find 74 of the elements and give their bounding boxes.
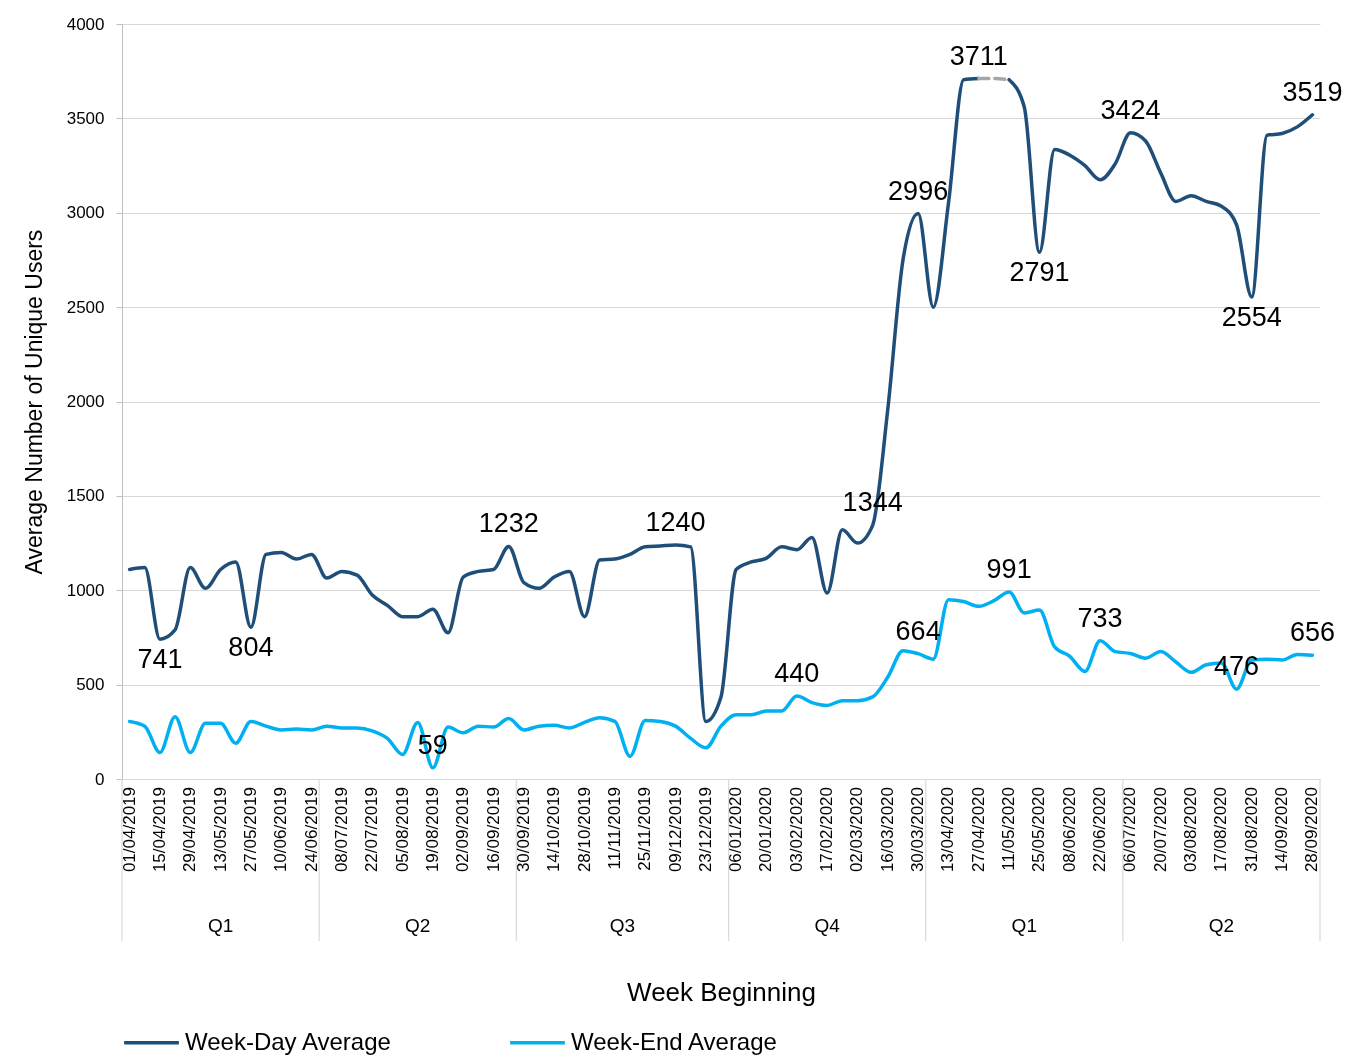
data-label: 1240 [645,506,706,537]
x-axis-title: Week Beginning [627,976,816,1007]
x-tick-label: 11/11/2019 [604,787,624,870]
y-tick-label: 3000 [66,203,105,223]
x-tick-label: 11/05/2020 [999,787,1019,871]
x-tick-label: 29/04/2019 [180,787,200,873]
data-label: 733 [1077,602,1123,633]
x-tick-label: 16/09/2019 [483,787,503,873]
x-tick-label: 28/09/2020 [1302,787,1322,873]
data-label: 991 [986,553,1032,584]
data-label: 2791 [1009,257,1070,288]
x-tick-label: 14/09/2020 [1272,787,1292,873]
data-label: 1232 [478,508,539,539]
legend-label: Week-Day Average [185,1027,391,1055]
x-tick-label: 25/11/2019 [635,787,655,871]
x-tick-label: 28/10/2019 [574,787,594,873]
y-tick-label: 1500 [66,486,105,506]
y-tick-label: 2000 [66,392,105,411]
data-label: 440 [774,657,820,688]
legend-label: Week-End Average [571,1027,777,1055]
y-tick-label: 500 [76,675,105,695]
x-tick-label: 17/02/2020 [817,787,837,873]
x-tick-label: 27/04/2020 [968,787,988,873]
x-tick-label: 25/05/2020 [1029,787,1049,873]
x-tick-label: 31/08/2020 [1241,787,1261,873]
x-tick-label: 08/06/2020 [1059,787,1079,873]
x-tick-label: 02/09/2019 [453,787,473,873]
text: Q1 [207,915,234,936]
data-label: 3424 [1100,94,1161,125]
y-tick-label: 0 [95,769,105,789]
x-tick-label: 22/06/2020 [1090,787,1110,873]
x-tick-label: 24/06/2019 [301,787,321,873]
text: Q2 [1208,915,1235,936]
x-tick-label: 14/10/2019 [544,787,564,873]
text: Q1 [1011,915,1037,936]
x-tick-label: 08/07/2019 [331,787,351,873]
x-tick-label: 17/08/2020 [1211,787,1231,873]
x-tick-label: 06/07/2020 [1120,787,1140,873]
x-tick-label: 10/06/2019 [271,787,291,873]
data-label: 2996 [888,175,949,206]
x-tick-label: 01/04/2019 [119,787,139,873]
text: Q2 [405,915,431,936]
y-axis-title: Average Number of Unique Users [20,229,47,575]
y-tick-label: 4000 [66,14,105,34]
x-tick-label: 03/08/2020 [1181,787,1201,873]
data-label: 2554 [1221,301,1282,332]
data-label: 804 [228,632,274,663]
x-tick-label: 20/07/2020 [1150,787,1170,873]
x-tick-label: 05/08/2019 [392,787,412,873]
x-tick-label: 30/03/2020 [908,787,928,873]
y-tick-label: 3500 [66,108,105,128]
y-tick-label: 2500 [66,297,105,317]
data-label: 3711 [949,40,1008,71]
x-tick-label: 19/08/2019 [422,787,442,873]
data-label: 664 [895,615,941,646]
data-label: 3519 [1282,76,1343,107]
x-tick-label: 06/01/2020 [726,787,746,873]
x-tick-label: 09/12/2019 [665,787,685,873]
text: Q3 [609,915,636,936]
x-tick-label: 22/07/2019 [362,787,382,873]
x-tick-label: 23/12/2019 [695,787,715,873]
data-label: 656 [1289,617,1335,648]
x-tick-label: 27/05/2019 [240,787,260,873]
x-tick-label: 03/02/2020 [786,787,806,873]
text: Q4 [814,915,841,936]
x-tick-label: 30/09/2019 [513,787,533,873]
x-tick-label: 16/03/2020 [877,787,897,873]
data-label: 741 [137,644,183,675]
x-tick-label: 15/04/2019 [149,787,169,873]
y-tick-label: 1000 [66,580,105,600]
x-tick-label: 13/05/2019 [210,787,230,873]
x-tick-label: 13/04/2020 [938,787,958,873]
x-tick-label: 20/01/2020 [756,787,776,873]
x-tick-label: 02/03/2020 [847,787,867,873]
